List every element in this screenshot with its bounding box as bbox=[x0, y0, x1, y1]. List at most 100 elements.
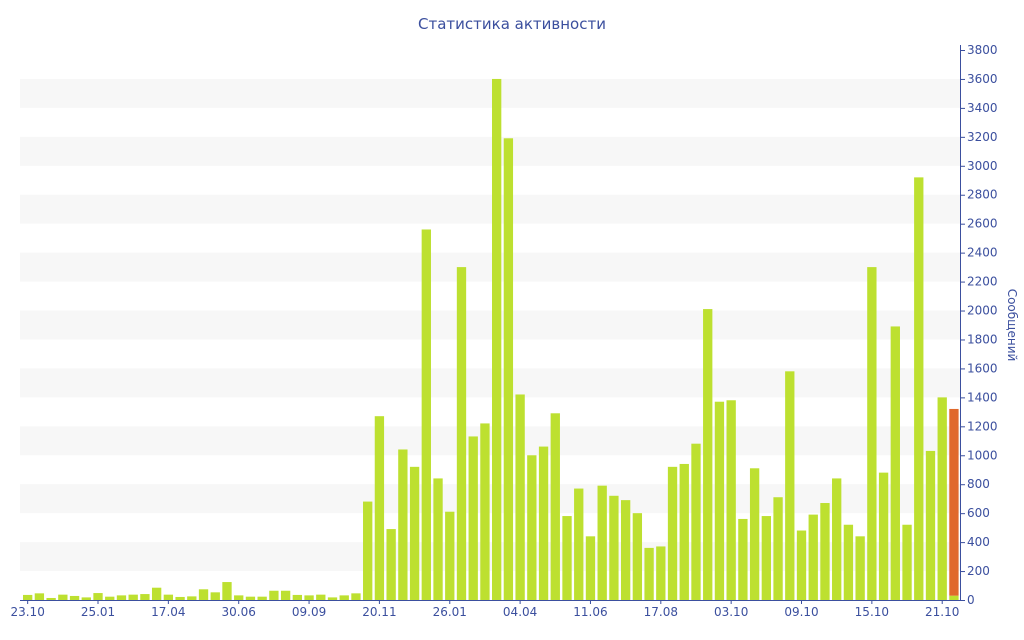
y-tick-label: 3800 bbox=[967, 43, 998, 57]
grid-band bbox=[20, 252, 960, 282]
bar bbox=[585, 536, 596, 600]
bar bbox=[269, 590, 279, 600]
bar bbox=[23, 594, 33, 600]
bar bbox=[210, 592, 220, 600]
x-tick-label: 23.10 bbox=[10, 605, 44, 619]
bar bbox=[538, 446, 549, 600]
y-tick-label: 1800 bbox=[967, 332, 998, 346]
bar bbox=[761, 516, 771, 600]
bar bbox=[433, 478, 443, 600]
bar bbox=[597, 485, 607, 600]
x-tick-label: 25.01 bbox=[81, 605, 115, 619]
bar bbox=[703, 309, 713, 600]
bar bbox=[175, 596, 185, 600]
y-tick-label: 200 bbox=[967, 564, 990, 578]
bar bbox=[620, 500, 631, 600]
bar bbox=[937, 397, 947, 600]
bar bbox=[363, 501, 373, 600]
bar bbox=[902, 524, 912, 600]
chart-title: Статистика активности bbox=[418, 15, 606, 33]
bar bbox=[503, 138, 514, 600]
bar bbox=[515, 394, 525, 600]
bar bbox=[656, 546, 666, 600]
bar bbox=[128, 594, 138, 600]
x-tick-label: 20.11 bbox=[362, 605, 396, 619]
y-tick-label: 2200 bbox=[967, 275, 998, 289]
bar bbox=[316, 594, 326, 600]
bar bbox=[140, 594, 150, 600]
grid-band bbox=[20, 194, 960, 224]
bar bbox=[421, 229, 431, 600]
x-tick-label: 30.06 bbox=[222, 605, 256, 619]
bar bbox=[257, 596, 267, 600]
bar bbox=[468, 436, 478, 600]
bar bbox=[832, 478, 842, 600]
y-tick-label: 2600 bbox=[967, 217, 998, 231]
grid-band bbox=[20, 368, 960, 398]
bar bbox=[808, 514, 818, 600]
bar bbox=[562, 516, 572, 600]
bar bbox=[34, 593, 45, 600]
bar bbox=[480, 423, 490, 600]
y-axis-label: Сообщений bbox=[1005, 289, 1019, 362]
bar bbox=[93, 593, 103, 600]
bar bbox=[116, 595, 127, 600]
bar bbox=[609, 495, 619, 600]
y-tick-label: 400 bbox=[967, 535, 990, 549]
bar bbox=[820, 503, 830, 600]
bar bbox=[163, 594, 174, 600]
y-tick-label: 800 bbox=[967, 477, 990, 491]
x-tick-label: 03.10 bbox=[714, 605, 748, 619]
bar bbox=[679, 463, 689, 600]
bar bbox=[280, 590, 291, 600]
y-tick-label: 2000 bbox=[967, 304, 998, 318]
bar bbox=[691, 443, 701, 600]
y-tick-label: 1400 bbox=[967, 390, 998, 404]
y-tick-label: 3600 bbox=[967, 72, 998, 86]
bar bbox=[878, 472, 889, 600]
bar bbox=[726, 400, 736, 600]
bar bbox=[292, 594, 302, 600]
bar bbox=[81, 597, 91, 600]
bar bbox=[58, 594, 68, 600]
bar bbox=[867, 267, 877, 600]
y-tick-label: 1000 bbox=[967, 448, 998, 462]
bar bbox=[351, 593, 361, 600]
x-tick-label: 11.06 bbox=[573, 605, 607, 619]
bar bbox=[198, 589, 209, 600]
bar bbox=[550, 413, 560, 600]
x-tick-label: 26.01 bbox=[433, 605, 467, 619]
x-tick-label: 17.04 bbox=[151, 605, 185, 619]
bar bbox=[492, 78, 502, 600]
bar bbox=[234, 595, 244, 600]
bar bbox=[386, 529, 396, 600]
bar bbox=[398, 449, 408, 600]
bar bbox=[339, 595, 349, 600]
bar bbox=[749, 468, 760, 600]
x-tick-label: 09.10 bbox=[784, 605, 818, 619]
bar bbox=[843, 524, 854, 600]
bar bbox=[949, 408, 959, 596]
bar bbox=[222, 582, 232, 600]
bar bbox=[632, 513, 643, 600]
x-tick-label: 04.04 bbox=[503, 605, 537, 619]
bar bbox=[785, 371, 795, 600]
bar bbox=[925, 450, 936, 600]
bar bbox=[714, 401, 725, 600]
y-tick-label: 3400 bbox=[967, 101, 998, 115]
bar bbox=[914, 177, 924, 601]
x-tick-label: 09.09 bbox=[292, 605, 326, 619]
grid-band bbox=[20, 136, 960, 166]
bar bbox=[409, 466, 420, 600]
bar bbox=[69, 595, 80, 600]
bar bbox=[245, 596, 256, 600]
bars bbox=[23, 78, 959, 601]
bar bbox=[644, 547, 654, 600]
x-tick-label: 17.08 bbox=[644, 605, 678, 619]
y-tick-label: 2800 bbox=[967, 188, 998, 202]
grid-band bbox=[20, 78, 960, 108]
bar bbox=[667, 466, 678, 600]
bar bbox=[445, 511, 455, 600]
bar bbox=[738, 518, 748, 600]
